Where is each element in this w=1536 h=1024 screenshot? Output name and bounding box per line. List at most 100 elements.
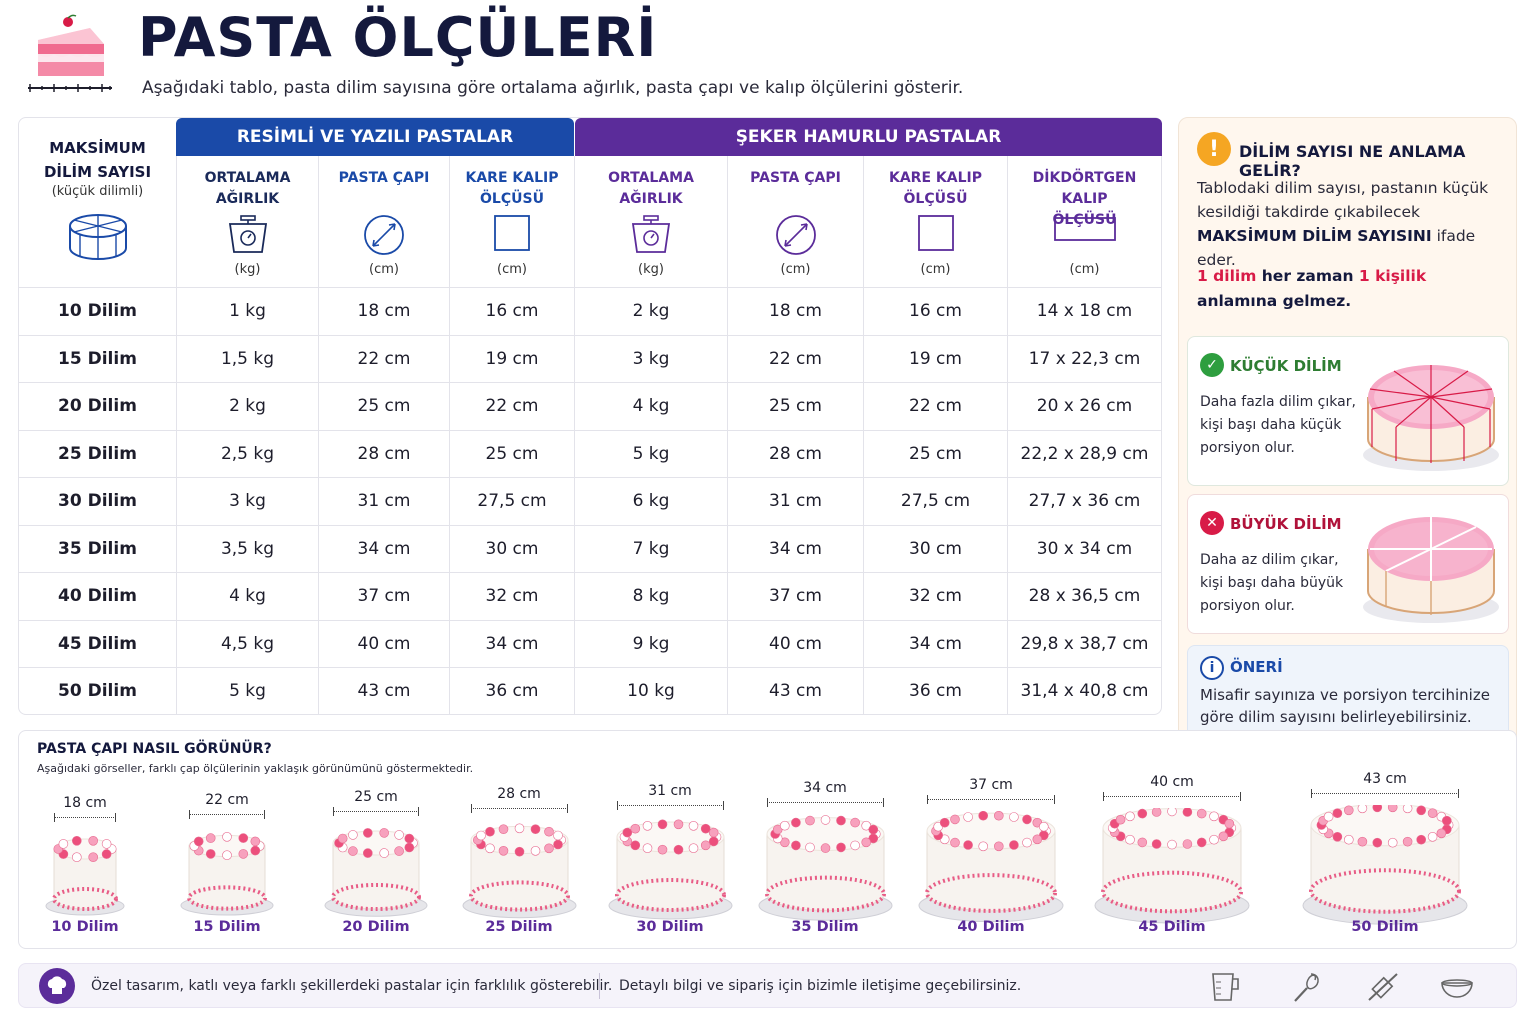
column-unit: (cm) — [920, 262, 951, 277]
tip-text: Misafir sayınıza ve porsiyon tercihinize… — [1200, 686, 1490, 726]
cake-slice-label: 25 Dilim — [485, 919, 553, 935]
table-cell: 3 kg — [574, 335, 727, 382]
cake-icon — [758, 815, 892, 921]
cake-diameter-label: 34 cm — [803, 780, 847, 796]
table-row: 40 Dilim 4 kg 37 cm 32 cm 8 kg 37 cm 32 cm 28 x… — [19, 572, 1161, 620]
slice-count-cell: 35 Dilim — [58, 538, 137, 559]
info-title: DİLİM SAYISI NE ANLAMA GELİR? — [1239, 142, 1466, 180]
cake-icon — [180, 832, 274, 916]
column-header-label: ORTALAMA AĞIRLIK — [608, 170, 694, 207]
table-cell: 40 cm — [318, 620, 449, 667]
cake-slices-icon — [69, 214, 127, 260]
page-title: PASTA ÖLÇÜLERİ — [138, 6, 658, 69]
diameter-ruler — [927, 795, 1055, 804]
scale-icon — [630, 214, 672, 258]
diameter-ruler — [616, 801, 724, 810]
cake-slice-label: 15 Dilim — [193, 919, 261, 935]
column-header: PASTA ÇAPI (cm) — [318, 156, 449, 287]
table-cell: 16 cm — [863, 288, 1007, 335]
tip-title: ÖNERİ — [1230, 658, 1283, 676]
info-panel: ! DİLİM SAYISI NE ANLAMA GELİR? Tablodak… — [1178, 117, 1517, 767]
table-cell: 31 cm — [727, 478, 863, 525]
table-row: 10 Dilim 1 kg 18 cm 16 cm 2 kg 18 cm 16 cm 14 x… — [19, 287, 1161, 335]
table-row: 25 Dilim 2,5 kg 28 cm 25 cm 5 kg 28 cm 25 cm 22… — [19, 429, 1161, 477]
table-cell: 32 cm — [863, 573, 1007, 620]
diameter-icon — [363, 214, 405, 260]
cross-icon: ✕ — [1200, 511, 1224, 535]
cake-diameter-label: 28 cm — [497, 786, 541, 802]
table-cell: 43 cm — [727, 668, 863, 715]
cake-size-item: 25 cm 20 Dilim — [323, 731, 429, 950]
table-cell: 34 cm — [727, 525, 863, 572]
square-icon — [493, 214, 531, 256]
column-unit: (cm) — [1069, 262, 1100, 277]
table-cell: 22 cm — [863, 383, 1007, 430]
table-cell: 32 cm — [449, 573, 574, 620]
column-header: DİKDÖRTGEN KALIP ÖLÇÜSÜ (cm) — [1007, 156, 1161, 287]
info-note: 1 dilim her zaman 1 kişilik anlamına gelm… — [1197, 264, 1507, 314]
table-cell: 20 x 26 cm — [1007, 383, 1161, 430]
slice-count-header: MAKSİMUM DİLİM SAYISI (küçük dilimli) — [19, 118, 176, 287]
table-cell: 27,5 cm — [863, 478, 1007, 525]
table-cell: 1,5 kg — [176, 335, 318, 382]
cake-icon — [918, 811, 1064, 923]
small-slice-card: ✓ KÜÇÜK DİLİM Daha fazla dilim çıkar, ki… — [1187, 336, 1509, 486]
diameter-title: PASTA ÇAPI NASIL GÖRÜNÜR? — [37, 741, 272, 757]
footer-note-custom: Özel tasarım, katlı veya farklı şekiller… — [91, 978, 613, 994]
group-header-fondant: ŞEKER HAMURLU PASTALAR — [575, 118, 1162, 156]
slice-count-cell: 45 Dilim — [58, 633, 137, 654]
cake-icon — [608, 819, 732, 920]
table-cell: 34 cm — [449, 620, 574, 667]
table-cell: 3 kg — [176, 478, 318, 525]
table-cell: 14 x 18 cm — [1007, 288, 1161, 335]
chef-hat-icon — [39, 968, 75, 1004]
table-cell: 18 cm — [727, 288, 863, 335]
cake-icon — [324, 828, 428, 917]
table-row: 30 Dilim 3 kg 31 cm 27,5 cm 6 kg 31 cm 27,5 cm… — [19, 477, 1161, 525]
table-cell: 40 cm — [727, 620, 863, 667]
table-cell: 28 cm — [727, 430, 863, 477]
rectangle-icon — [1053, 214, 1117, 248]
column-unit: (kg) — [234, 262, 261, 277]
cake-slice-label: 40 Dilim — [957, 919, 1025, 935]
table-cell: 31 cm — [318, 478, 449, 525]
table-cell: 4 kg — [176, 573, 318, 620]
slice-count-cell: 30 Dilim — [58, 491, 137, 512]
column-header-label: ORTALAMA AĞIRLIK — [204, 170, 291, 207]
whisk-icon — [1294, 973, 1319, 1002]
table-row: 15 Dilim 1,5 kg 22 cm 19 cm 3 kg 22 cm 19 cm 17… — [19, 334, 1161, 382]
table-cell: 10 kg — [574, 668, 727, 715]
table-cell: 2,5 kg — [176, 430, 318, 477]
cake-size-item: 43 cm 50 Dilim — [1301, 731, 1469, 950]
column-header-label: KARE KALIP ÖLÇÜSÜ — [889, 170, 982, 207]
diameter-ruler — [470, 804, 568, 813]
table-cell: 18 cm — [318, 288, 449, 335]
table-cell: 5 kg — [574, 430, 727, 477]
footer: Özel tasarım, katlı veya farklı şekiller… — [18, 963, 1517, 1008]
column-header-label: DİKDÖRTGEN KALIP ÖLÇÜSÜ — [1032, 170, 1137, 228]
small-slices-cake-icon — [1363, 365, 1499, 471]
small-slice-text: Daha fazla dilim çıkar, kişi başı daha k… — [1200, 394, 1356, 456]
diameter-ruler — [1103, 792, 1241, 801]
footer-separator — [599, 973, 600, 999]
table-cell: 29,8 x 38,7 cm — [1007, 620, 1161, 667]
slice-count-cell: 40 Dilim — [58, 586, 137, 607]
footer-note-contact: Detaylı bilgi ve sipariş için bizimle il… — [619, 978, 1022, 994]
diameter-ruler — [54, 813, 116, 822]
square-icon — [917, 214, 955, 256]
cake-size-item: 37 cm 40 Dilim — [917, 731, 1065, 950]
slice-count-cell: 25 Dilim — [58, 443, 137, 464]
table-cell: 25 cm — [863, 430, 1007, 477]
cake-slice-label: 10 Dilim — [51, 919, 119, 935]
column-header: ORTALAMA AĞIRLIK (kg) — [176, 156, 318, 287]
table-cell: 25 cm — [727, 383, 863, 430]
column-header-label: PASTA ÇAPI — [750, 170, 841, 186]
note-mid: her zaman — [1256, 267, 1359, 285]
slice-count-cell: 15 Dilim — [58, 348, 137, 369]
table-cell: 28 cm — [318, 430, 449, 477]
slice-header-line2: DİLİM SAYISI — [43, 163, 152, 181]
table-row: 35 Dilim 3,5 kg 34 cm 30 cm 7 kg 34 cm 30 cm 30… — [19, 524, 1161, 572]
table-cell: 36 cm — [449, 668, 574, 715]
note-end: anlamına gelmez. — [1197, 292, 1352, 310]
column-header: KARE KALIP ÖLÇÜSÜ (cm) — [449, 156, 574, 287]
